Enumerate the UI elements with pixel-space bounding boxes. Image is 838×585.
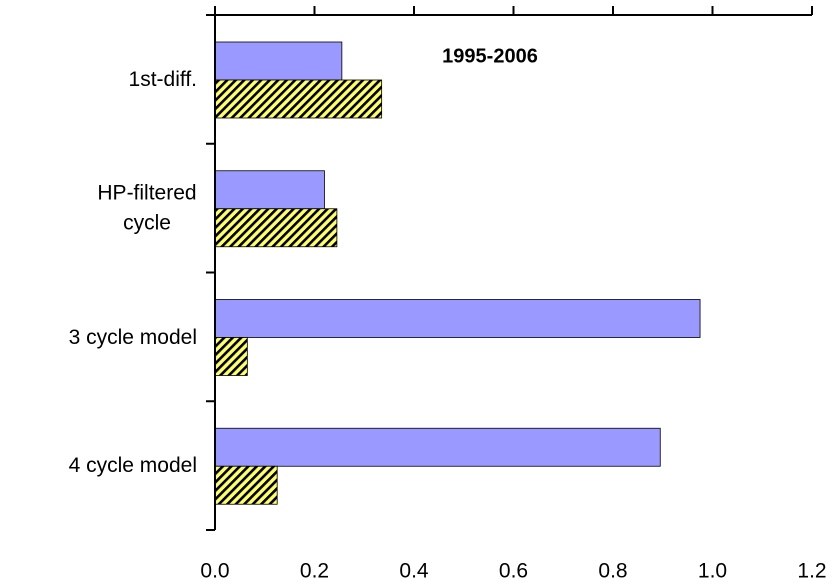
category-label: 3 cycle model [68, 325, 197, 349]
bar [214, 41, 343, 81]
category-label: 1st-diff. [128, 67, 197, 91]
annotation: 1995-2006 [442, 45, 538, 67]
x-tick-label: 0.4 [399, 560, 429, 583]
x-tick-label: 0.8 [598, 560, 627, 583]
x-tick-label: 0.2 [300, 560, 329, 583]
x-tick-label: 0.6 [499, 560, 528, 583]
bar [214, 427, 661, 467]
x-tick-label: 1.0 [698, 560, 727, 583]
bar [214, 337, 248, 376]
x-tick-label: 0.0 [200, 560, 229, 583]
bar [214, 208, 338, 248]
x-tick-label: 1.2 [797, 560, 826, 583]
category-label: HP-filtered cycle [97, 181, 197, 235]
bar [214, 79, 383, 119]
bar [214, 465, 278, 505]
category-label: 4 cycle model [68, 454, 197, 478]
bar [214, 170, 325, 210]
bar [214, 299, 701, 338]
